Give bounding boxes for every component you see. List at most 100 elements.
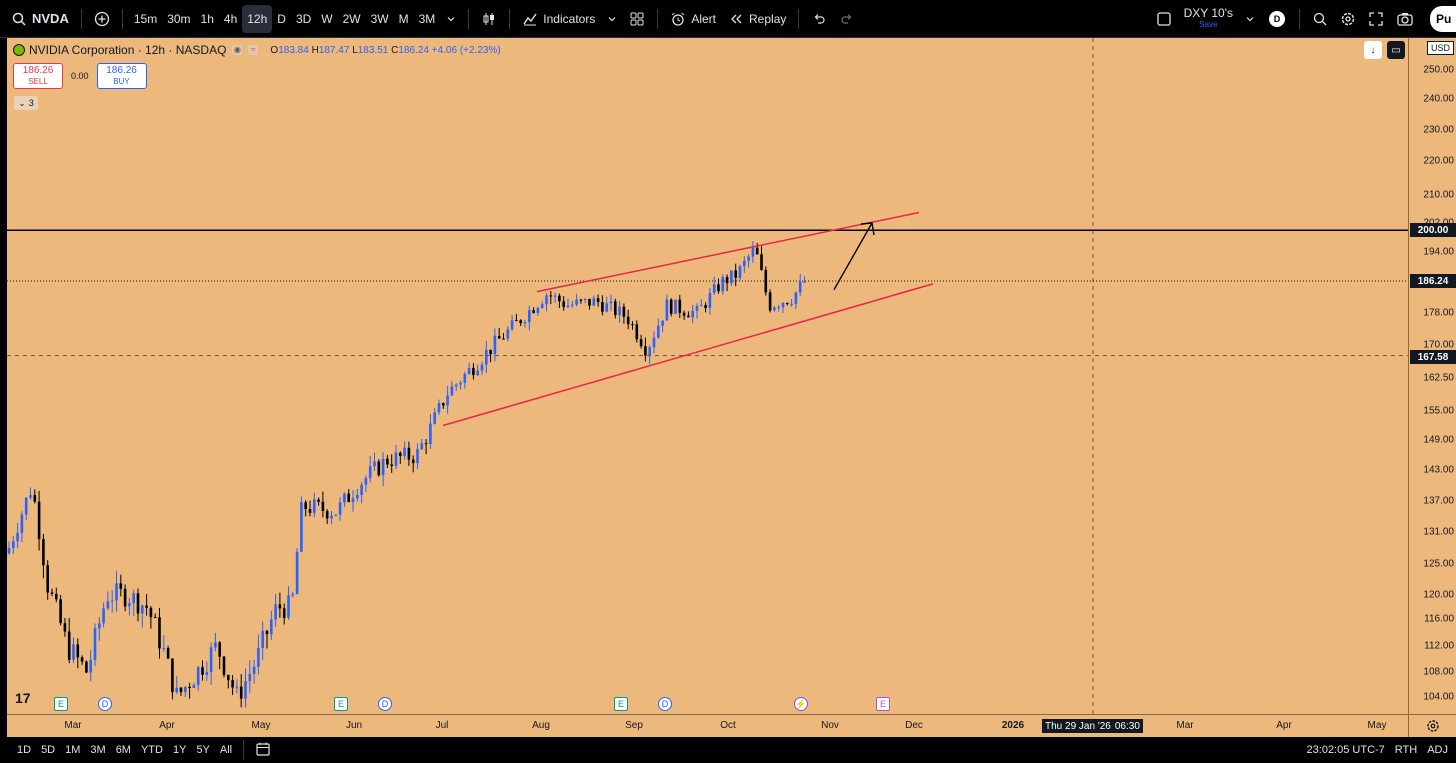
time-tick: Aug bbox=[532, 720, 550, 731]
redo-button[interactable] bbox=[833, 5, 861, 33]
candle-down bbox=[136, 593, 140, 614]
candle-down bbox=[278, 604, 282, 609]
candle-down bbox=[265, 630, 269, 635]
divider bbox=[243, 740, 245, 760]
price-chart[interactable] bbox=[7, 38, 1408, 714]
earnings-event-icon[interactable]: E bbox=[54, 697, 68, 711]
wedge-upper-line bbox=[536, 211, 920, 293]
quick-search-button[interactable] bbox=[1306, 5, 1334, 33]
clock[interactable]: 23:02:05 UTC-7 bbox=[1306, 744, 1385, 756]
session-toggle[interactable]: RTH bbox=[1394, 744, 1418, 756]
crosshair-time: 06:30 bbox=[1114, 720, 1140, 732]
candle-up bbox=[700, 305, 703, 307]
candle-up bbox=[98, 623, 101, 629]
adjustment-toggle[interactable]: ADJ bbox=[1427, 744, 1448, 756]
compare-dropdown[interactable] bbox=[1239, 5, 1261, 33]
timeframe-1h[interactable]: 1h bbox=[200, 11, 214, 26]
price-tick: 210.00 bbox=[1423, 189, 1454, 201]
candle-up bbox=[295, 551, 299, 595]
candle-down bbox=[734, 270, 737, 278]
candle-down bbox=[59, 599, 62, 624]
timeframe-dropdown[interactable] bbox=[440, 5, 462, 33]
add-symbol-button[interactable] bbox=[88, 5, 116, 33]
range-6m[interactable]: 6M bbox=[115, 744, 131, 756]
dividend-event-icon[interactable]: D bbox=[98, 697, 112, 711]
candle-up bbox=[781, 302, 785, 308]
timeframe-12h[interactable]: 12h bbox=[242, 4, 273, 33]
buy-label: BUY bbox=[113, 77, 130, 86]
price-tick: 116.00 bbox=[1424, 613, 1454, 625]
indicators-button[interactable]: Indicators bbox=[516, 5, 601, 33]
dividend-event-icon[interactable]: D bbox=[378, 697, 392, 711]
tradingview-logo-icon[interactable]: 17 bbox=[15, 690, 31, 706]
scroll-down-button[interactable]: ↓ bbox=[1364, 41, 1382, 59]
settings-button[interactable] bbox=[1334, 5, 1362, 33]
avatar[interactable]: D bbox=[1269, 11, 1285, 27]
timeframe-3m[interactable]: 3M bbox=[418, 11, 436, 26]
chart-pane[interactable]: NVIDIA Corporation · 12h · NASDAQ ◉ ≈ O1… bbox=[7, 38, 1408, 714]
time-axis[interactable]: Mar Apr May Jun Jul Aug Sep Oct Nov Dec 2026 Mar Apr… bbox=[7, 714, 1408, 737]
alert-button[interactable]: Alert bbox=[664, 5, 722, 33]
timeframe-30m[interactable]: 30m bbox=[167, 11, 191, 26]
earnings-event-icon[interactable]: E bbox=[334, 697, 348, 711]
range-1m[interactable]: 1M bbox=[65, 744, 81, 756]
earnings-event-icon[interactable]: E bbox=[876, 697, 890, 711]
candle-down bbox=[347, 493, 350, 502]
chart-type-button[interactable] bbox=[475, 5, 503, 33]
upcoming-events-icon[interactable]: ⚡ bbox=[794, 697, 808, 711]
range-1y[interactable]: 1Y bbox=[172, 744, 187, 756]
candle-down bbox=[46, 565, 49, 593]
price-tick: 194.00 bbox=[1423, 246, 1454, 258]
symbol-search[interactable]: NVDA bbox=[0, 5, 75, 33]
layouts-button[interactable] bbox=[623, 5, 651, 33]
timeframe-w[interactable]: W bbox=[321, 11, 333, 26]
timeframe-d[interactable]: D bbox=[277, 11, 286, 26]
axis-settings-button[interactable] bbox=[1408, 714, 1456, 737]
timeframe-15m[interactable]: 15m bbox=[133, 11, 158, 26]
timeframe-m[interactable]: M bbox=[398, 11, 409, 26]
snapshot-button[interactable] bbox=[1390, 5, 1420, 33]
range-5y[interactable]: 5Y bbox=[196, 744, 210, 756]
candle-down bbox=[149, 607, 153, 618]
eye-icon[interactable]: ◉ bbox=[232, 45, 243, 55]
compare-symbol-button[interactable]: DXY 10's Save bbox=[1178, 5, 1239, 33]
candle-down bbox=[85, 661, 88, 673]
goto-date-button[interactable] bbox=[250, 742, 276, 759]
layout-toggle-button[interactable] bbox=[1150, 5, 1178, 33]
dividend-event-icon[interactable]: D bbox=[658, 697, 672, 711]
sell-button[interactable]: 186.26 SELL bbox=[13, 63, 63, 89]
candle-down bbox=[222, 656, 226, 675]
fullscreen-button[interactable] bbox=[1362, 5, 1390, 33]
currency-button[interactable]: USD bbox=[1426, 41, 1454, 55]
buy-button[interactable]: 186.26 BUY bbox=[96, 63, 147, 89]
candle-up bbox=[330, 515, 333, 519]
candle-up bbox=[583, 298, 587, 300]
indicators-dropdown[interactable] bbox=[601, 5, 623, 33]
timeframe-4h[interactable]: 4h bbox=[223, 11, 238, 26]
timeframe-3d[interactable]: 3D bbox=[295, 11, 312, 26]
publish-button[interactable]: Pu bbox=[1430, 6, 1456, 32]
indicators-collapse-button[interactable]: ⌄ 3 bbox=[14, 96, 38, 110]
time-tick: Oct bbox=[720, 720, 736, 731]
earnings-event-icon[interactable]: E bbox=[614, 697, 628, 711]
replay-button[interactable]: Replay bbox=[722, 5, 792, 33]
range-all[interactable]: All bbox=[219, 744, 233, 756]
range-5d[interactable]: 5D bbox=[41, 744, 56, 756]
price-tick: 240.00 bbox=[1423, 93, 1454, 105]
range-3m[interactable]: 3M bbox=[90, 744, 106, 756]
candle-up bbox=[571, 304, 574, 306]
timeframe-3w[interactable]: 3W bbox=[370, 11, 389, 26]
range-1d[interactable]: 1D bbox=[17, 744, 32, 756]
timeframe-2w[interactable]: 2W bbox=[342, 11, 361, 26]
undo-button[interactable] bbox=[805, 5, 833, 33]
price-axis[interactable]: USD 250.00240.00230.00220.00210.00202.00… bbox=[1408, 38, 1456, 714]
wave-icon[interactable]: ≈ bbox=[248, 45, 259, 55]
candle-down bbox=[622, 306, 626, 317]
range-ytd[interactable]: YTD bbox=[140, 744, 163, 756]
candle-down bbox=[42, 539, 45, 566]
price-tick: 162.50 bbox=[1423, 372, 1454, 384]
maximize-pane-button[interactable]: ▭ bbox=[1387, 41, 1405, 59]
divider bbox=[80, 8, 82, 29]
candle-up bbox=[196, 667, 200, 685]
candle-down bbox=[304, 502, 307, 510]
